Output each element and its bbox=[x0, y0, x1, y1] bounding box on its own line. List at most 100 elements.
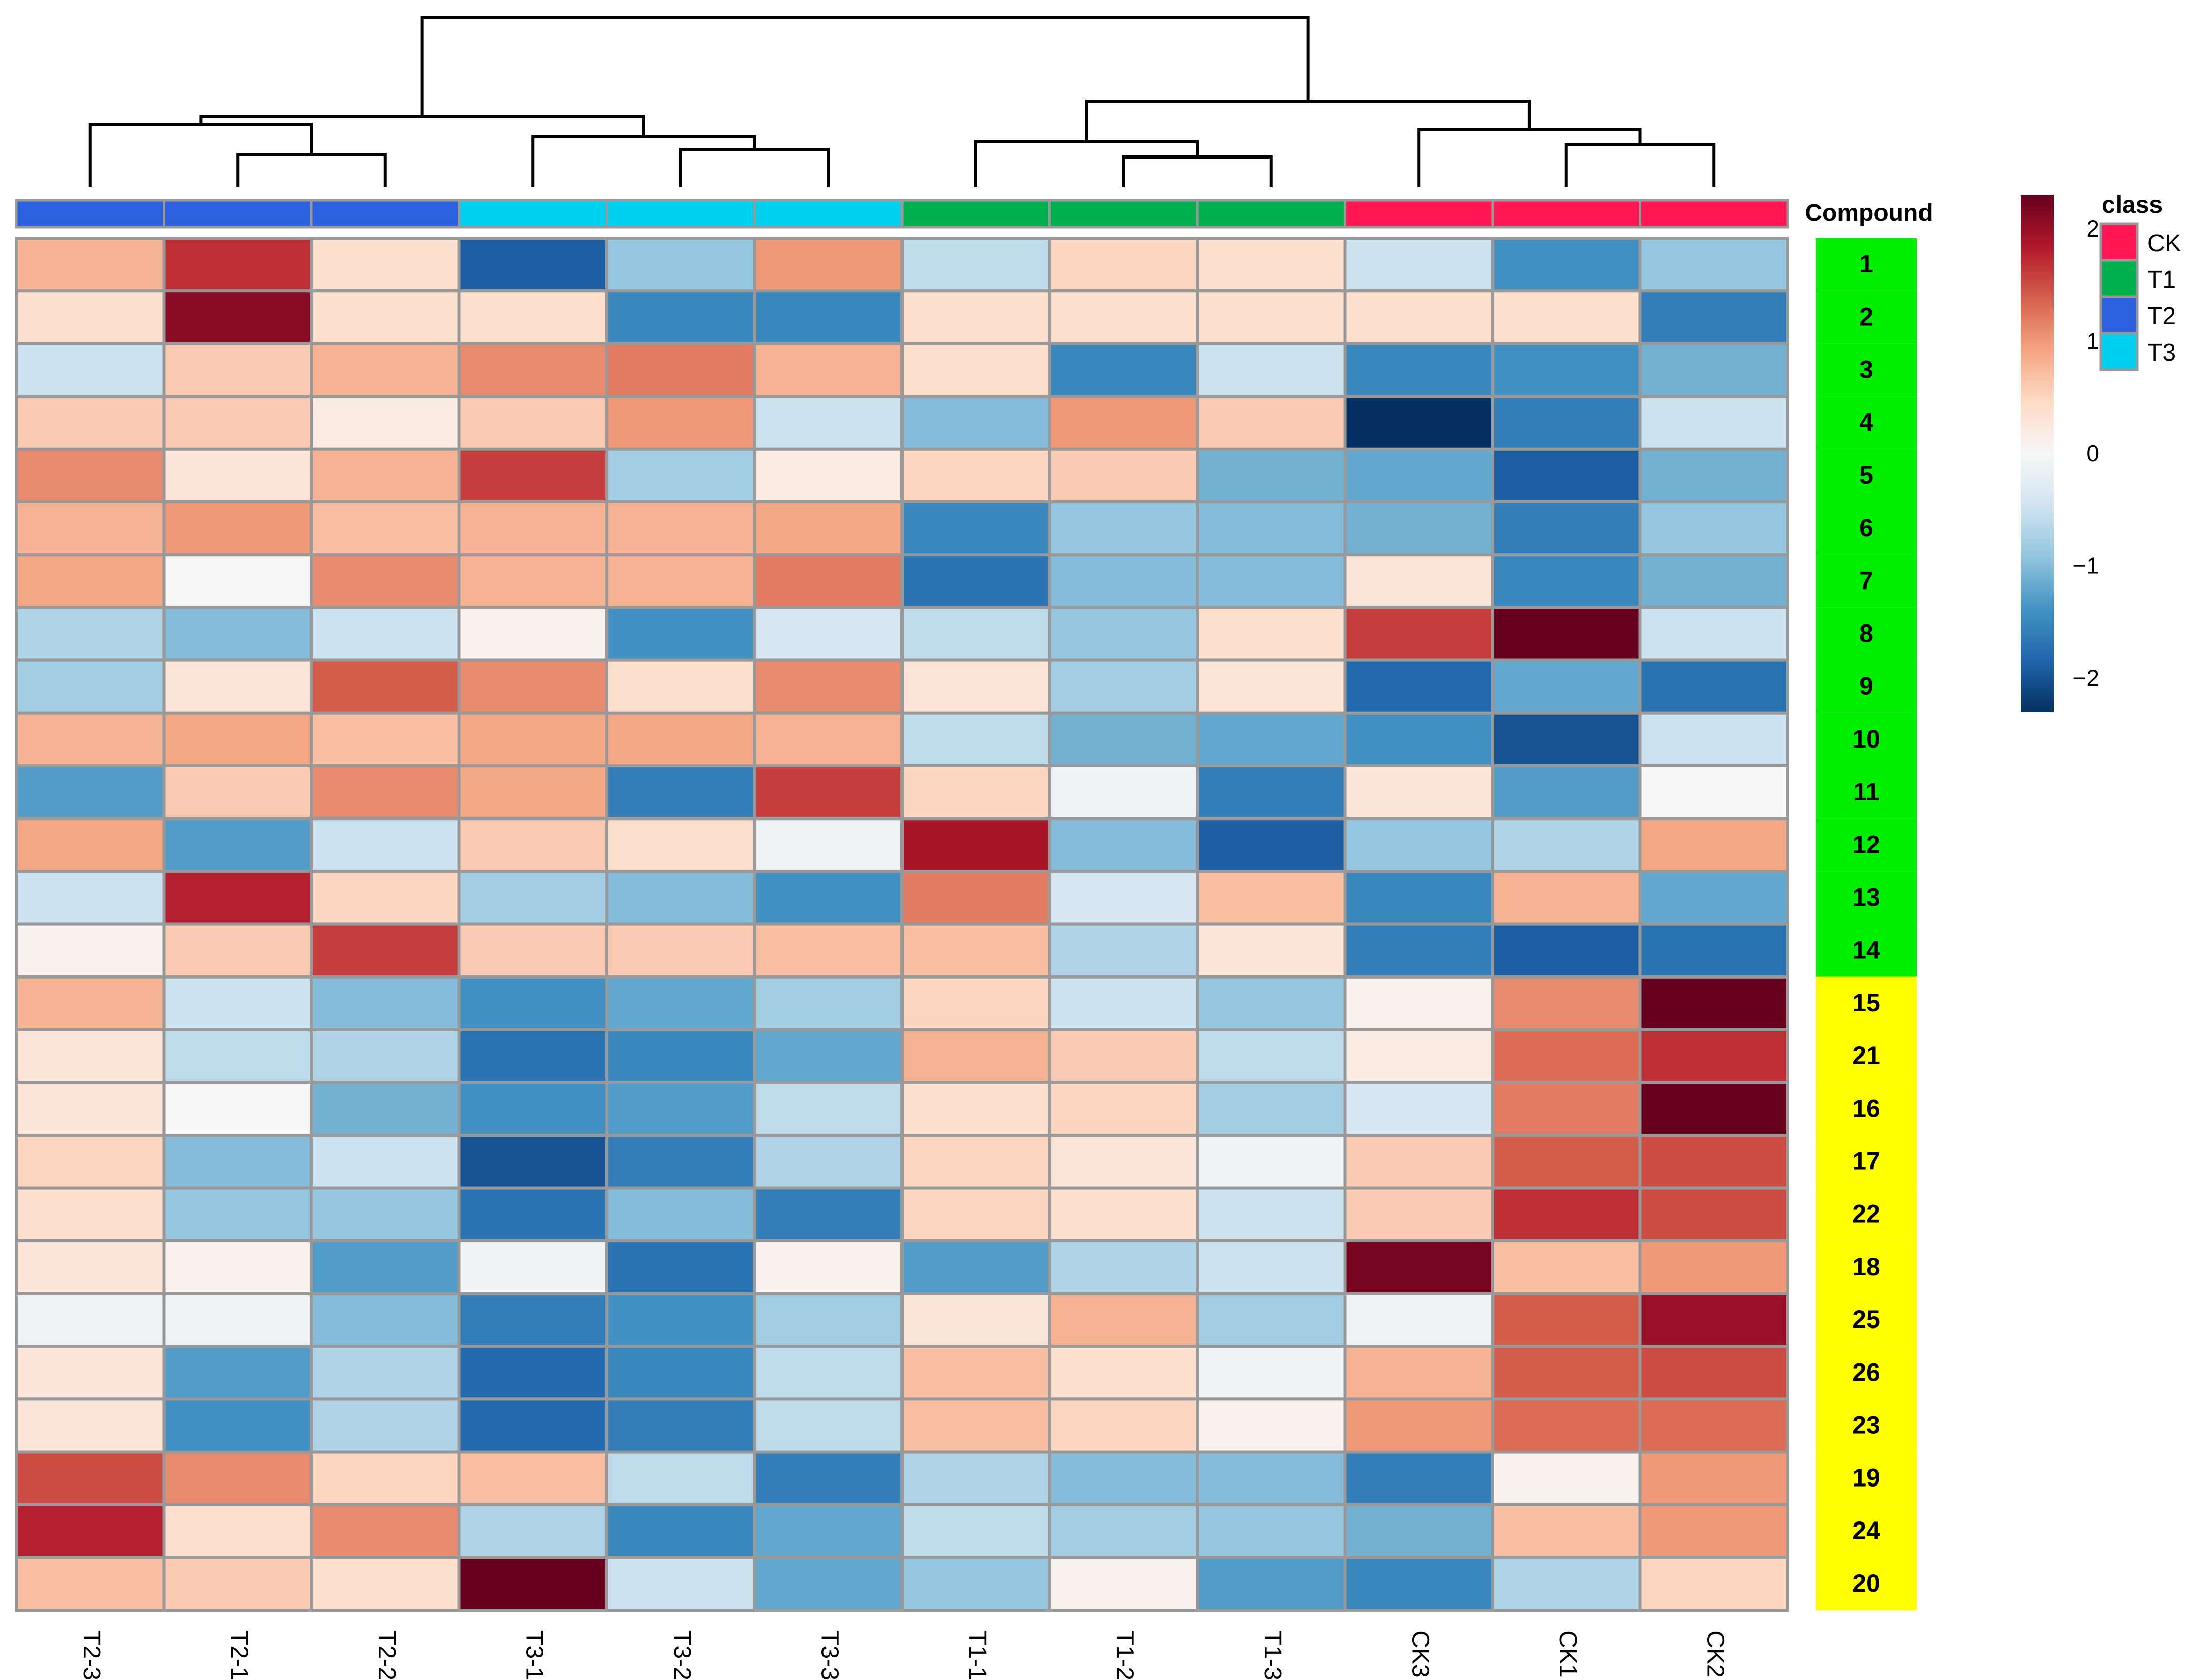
heatmap-cell bbox=[753, 237, 904, 293]
compound-label: 17 bbox=[1852, 1147, 1880, 1176]
color-scale-step bbox=[2021, 598, 2054, 601]
color-scale-step bbox=[2021, 474, 2054, 477]
heatmap-cell bbox=[900, 1345, 1051, 1401]
compound-label: 23 bbox=[1852, 1411, 1880, 1439]
heatmap-cell bbox=[900, 870, 1051, 926]
color-scale-step bbox=[2021, 678, 2054, 681]
heatmap-cell bbox=[900, 342, 1051, 398]
heatmap-cell bbox=[162, 395, 313, 451]
column-label: T3-2 bbox=[669, 1630, 695, 1680]
heatmap-cell bbox=[753, 553, 904, 609]
class-legend-label: CK bbox=[2147, 230, 2181, 257]
heatmap-cell bbox=[605, 447, 756, 503]
color-scale-step bbox=[2021, 391, 2054, 395]
color-scale-step bbox=[2021, 414, 2054, 418]
heatmap-cell bbox=[605, 870, 756, 926]
heatmap-cell bbox=[900, 447, 1051, 503]
color-scale-step bbox=[2021, 499, 2054, 503]
color-scale-step bbox=[2021, 528, 2054, 531]
heatmap-cell bbox=[1196, 1292, 1347, 1348]
color-scale-step bbox=[2021, 564, 2054, 568]
heatmap-cell bbox=[1048, 500, 1199, 557]
heatmap-cell bbox=[1638, 237, 1789, 293]
heatmap-cell bbox=[15, 975, 166, 1032]
heatmap-cell bbox=[753, 1397, 904, 1454]
heatmap-cell bbox=[605, 1292, 756, 1348]
compound-label: 21 bbox=[1852, 1041, 1880, 1070]
heatmap-cell bbox=[162, 447, 313, 503]
class-legend-label: T1 bbox=[2147, 266, 2176, 293]
heatmap-cell bbox=[1491, 711, 1642, 768]
heatmap-cell bbox=[1638, 658, 1789, 715]
heatmap-cell bbox=[310, 870, 461, 926]
heatmap-cell bbox=[310, 1556, 461, 1612]
heatmap-cell bbox=[162, 975, 313, 1032]
heatmap-cell bbox=[15, 870, 166, 926]
class-legend-swatch bbox=[2099, 295, 2139, 335]
heatmap-cell bbox=[753, 606, 904, 662]
color-scale-step bbox=[2021, 538, 2054, 542]
heatmap-cell bbox=[15, 1134, 166, 1190]
heatmap-cell bbox=[1491, 237, 1642, 293]
color-scale-step bbox=[2021, 662, 2054, 666]
class-bar-cell bbox=[1344, 199, 1494, 229]
column-label: CK2 bbox=[1702, 1630, 1729, 1677]
heatmap-cell bbox=[1638, 1028, 1789, 1084]
column-label: T3-3 bbox=[816, 1630, 843, 1680]
color-scale-step bbox=[2021, 272, 2054, 276]
heatmap-cell bbox=[15, 342, 166, 398]
color-scale-step bbox=[2021, 574, 2054, 578]
heatmap-cell bbox=[1048, 1503, 1199, 1559]
heatmap-cell bbox=[310, 1345, 461, 1401]
compound-label: 7 bbox=[1859, 566, 1873, 595]
color-scale-step bbox=[2021, 613, 2054, 617]
color-scale-step bbox=[2021, 487, 2054, 490]
compound-label: 8 bbox=[1859, 619, 1873, 648]
color-scale-step bbox=[2021, 647, 2054, 650]
heatmap-cell bbox=[162, 500, 313, 557]
heatmap-cell bbox=[162, 922, 313, 979]
color-scale-step bbox=[2021, 611, 2054, 614]
heatmap-cell bbox=[1491, 447, 1642, 503]
heatmap-cell bbox=[310, 500, 461, 557]
dendrogram-branch bbox=[420, 16, 1310, 116]
heatmap-cell bbox=[753, 1556, 904, 1612]
heatmap-cell bbox=[15, 1292, 166, 1348]
class-bar-cell bbox=[458, 199, 608, 229]
color-scale-step bbox=[2021, 665, 2054, 669]
compound-annotation-cell bbox=[1816, 818, 1917, 872]
color-scale-step bbox=[2021, 693, 2054, 697]
color-scale-step bbox=[2021, 505, 2054, 509]
heatmap-cell bbox=[457, 447, 608, 503]
color-scale-tick-label: 1 bbox=[2086, 328, 2099, 354]
heatmap-cell bbox=[605, 553, 756, 609]
class-legend-label: T2 bbox=[2147, 303, 2176, 330]
heatmap-cell bbox=[310, 553, 461, 609]
heatmap-cell bbox=[457, 658, 608, 715]
heatmap-cell bbox=[457, 1028, 608, 1084]
heatmap-cell bbox=[1638, 447, 1789, 503]
heatmap-cell bbox=[1048, 553, 1199, 609]
heatmap-cell bbox=[1048, 1450, 1199, 1506]
heatmap-cell bbox=[1343, 1345, 1494, 1401]
compound-label: 2 bbox=[1859, 302, 1873, 331]
heatmap-cell bbox=[457, 1134, 608, 1190]
heatmap-cell bbox=[900, 1239, 1051, 1296]
class-bar-cell bbox=[163, 199, 313, 229]
class-legend-swatch bbox=[2099, 332, 2139, 371]
heatmap-cell bbox=[1196, 764, 1347, 821]
color-scale-step bbox=[2021, 595, 2054, 599]
color-scale-step bbox=[2021, 283, 2054, 286]
color-scale-step bbox=[2021, 461, 2054, 464]
color-scale-tick-label: 0 bbox=[2086, 440, 2099, 466]
row-annotation-title: Compound bbox=[1805, 200, 1933, 226]
heatmap-cell bbox=[15, 922, 166, 979]
color-scale-step bbox=[2021, 590, 2054, 594]
heatmap-cell bbox=[15, 817, 166, 873]
color-scale-step bbox=[2021, 218, 2054, 221]
color-scale-step bbox=[2021, 236, 2054, 240]
color-scale-step bbox=[2021, 409, 2054, 413]
heatmap-cell bbox=[1638, 500, 1789, 557]
heatmap-cell bbox=[1343, 289, 1494, 345]
color-scale-step bbox=[2021, 231, 2054, 235]
